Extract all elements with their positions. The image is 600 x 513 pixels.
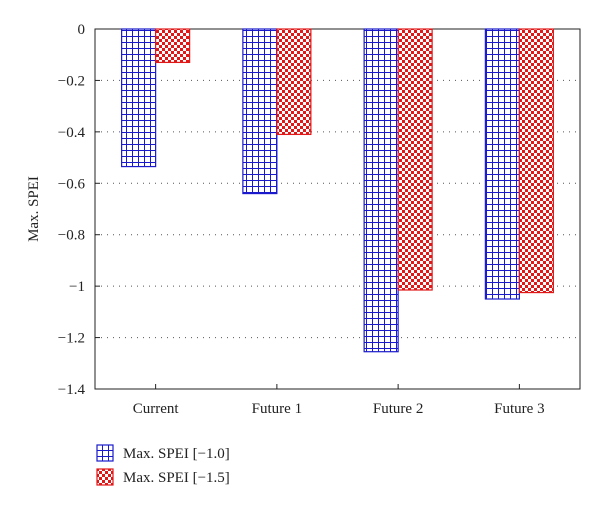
x-tick-label: Future 1 bbox=[252, 401, 302, 417]
y-tick-label: 0 bbox=[78, 22, 86, 38]
bar-spei-1-0-2 bbox=[363, 28, 399, 353]
bar-spei-1-5-1 bbox=[276, 28, 312, 136]
plot-frame bbox=[94, 28, 581, 390]
legend-swatch bbox=[96, 468, 114, 486]
y-tick-label: −1.2 bbox=[58, 331, 85, 347]
bar-spei-1-0-3 bbox=[484, 28, 520, 300]
y-tick-label: −0.8 bbox=[58, 228, 85, 244]
bar-spei-1-5-0 bbox=[155, 28, 191, 64]
bar-spei-1-0-1 bbox=[242, 28, 278, 195]
x-tick-label: Future 3 bbox=[494, 401, 544, 417]
bar-spei-1-5-2 bbox=[397, 28, 433, 291]
legend-label: Max. SPEI [−1.5] bbox=[123, 470, 230, 486]
legend-swatch bbox=[96, 444, 114, 462]
y-tick-label: −1.4 bbox=[58, 382, 86, 398]
legend: Max. SPEI [−1.0] Max. SPEI [−1.5] bbox=[96, 444, 230, 486]
y-tick-label: −1 bbox=[69, 279, 85, 295]
y-tick-label: −0.4 bbox=[58, 125, 86, 141]
y-tick-label: −0.6 bbox=[58, 176, 86, 192]
x-tick-label: Future 2 bbox=[373, 401, 423, 417]
y-tick-label: −0.2 bbox=[58, 73, 85, 89]
x-axis-ticks: Current Future 1 Future 2 Future 3 bbox=[133, 384, 545, 417]
legend-label: Max. SPEI [−1.0] bbox=[123, 446, 230, 462]
y-axis-ticks: 0 −0.2 −0.4 −0.6 −0.8 −1 −1.2 −1.4 bbox=[58, 22, 100, 398]
y-axis-title: Max. SPEI bbox=[26, 176, 42, 242]
plot-area bbox=[94, 28, 581, 390]
bar-spei-1-5-3 bbox=[518, 28, 554, 294]
x-tick-label: Current bbox=[133, 401, 180, 417]
bars bbox=[121, 28, 554, 353]
bar-spei-1-0-0 bbox=[121, 28, 157, 168]
